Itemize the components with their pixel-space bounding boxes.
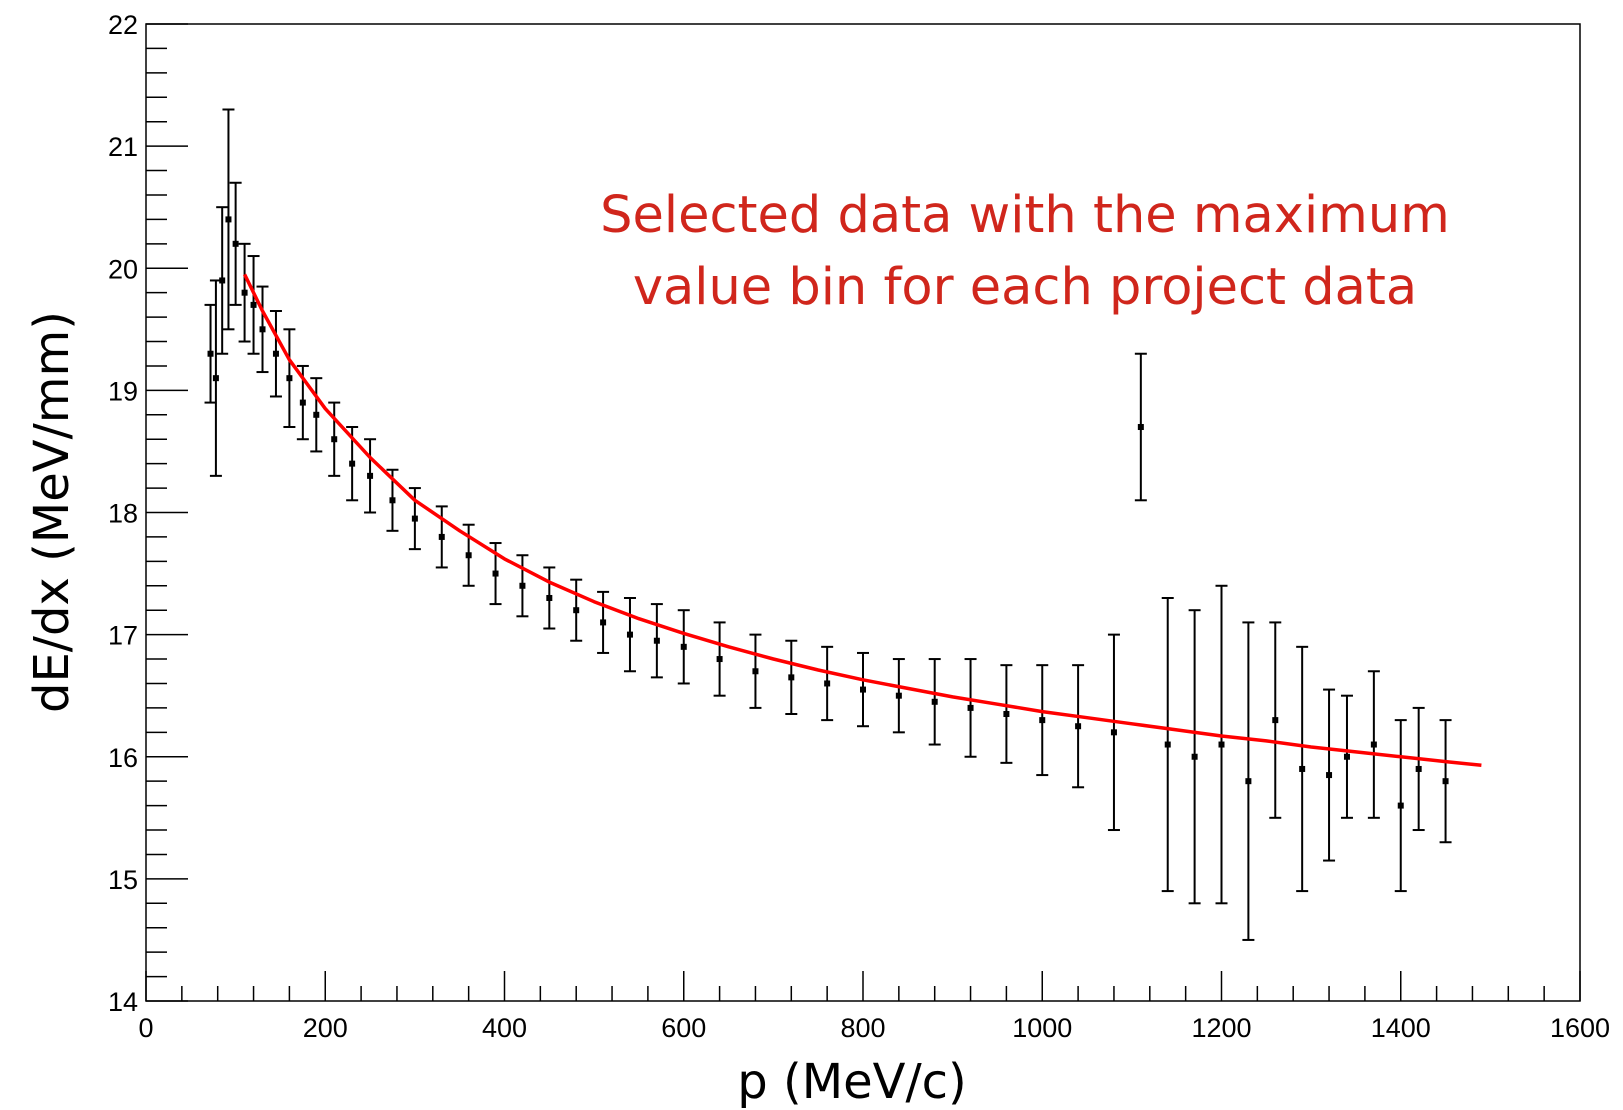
y-tick-label: 21 [108, 132, 138, 162]
data-point [465, 552, 472, 559]
data-point [680, 643, 687, 650]
x-tick-label: 400 [482, 1013, 527, 1043]
x-tick-label: 0 [138, 1013, 153, 1043]
axes-layer: 0 200 400 600 800 1000 1200 1400 1600 14 15 16 17 18 1… [108, 10, 1610, 1043]
data-point [349, 460, 356, 467]
data-point [250, 301, 257, 308]
data-point [286, 375, 293, 382]
y-tick-label: 14 [108, 987, 138, 1017]
data-point [299, 399, 306, 406]
data-point [1370, 741, 1377, 748]
y-tick-label: 17 [108, 621, 138, 651]
data-point [573, 607, 580, 614]
data-point [232, 240, 239, 247]
data-point [600, 619, 607, 626]
data-point [1442, 778, 1449, 785]
x-tick-label: 1000 [1012, 1013, 1072, 1043]
data-point [788, 674, 795, 681]
data-point [207, 350, 214, 357]
data-point [519, 582, 526, 589]
y-tick-label: 15 [108, 865, 138, 895]
x-tick-label: 1600 [1550, 1013, 1610, 1043]
annotation-line-2: value bin for each project data [633, 258, 1417, 317]
data-point [1218, 741, 1225, 748]
data-point [331, 436, 338, 443]
data-point [389, 497, 396, 504]
data-point [895, 692, 902, 699]
data-point [1191, 753, 1198, 760]
data-point [411, 515, 418, 522]
data-point [1299, 765, 1306, 772]
data-point [1326, 772, 1333, 779]
data-point [1003, 711, 1010, 718]
data-point [438, 533, 445, 540]
annotation-line-1: Selected data with the maximum [600, 186, 1450, 245]
x-tick-label: 600 [661, 1013, 706, 1043]
y-tick-label: 19 [108, 376, 138, 406]
data-point [1075, 723, 1082, 730]
data-point [546, 594, 553, 601]
data-point [860, 686, 866, 693]
data-point [716, 656, 723, 663]
data-point [1110, 729, 1117, 736]
data-point [653, 637, 660, 644]
data-point [313, 411, 320, 418]
data-point [241, 289, 248, 296]
x-tick-label: 1400 [1371, 1013, 1431, 1043]
data-point [1272, 717, 1279, 724]
data-point [225, 216, 232, 223]
data-point [1164, 741, 1171, 748]
data-point [1397, 802, 1404, 809]
data-point [931, 698, 938, 705]
data-point [492, 570, 499, 577]
plot-frame [145, 23, 1581, 1002]
data-point [367, 472, 374, 479]
x-tick-label: 1200 [1191, 1013, 1251, 1043]
data-point [1343, 753, 1350, 760]
y-tick-label: 20 [108, 254, 138, 284]
data-point [1415, 765, 1422, 772]
x-tick-label: 800 [840, 1013, 885, 1043]
y-tick-label: 18 [108, 499, 138, 529]
fit-layer [243, 273, 1482, 768]
y-tick-label: 16 [108, 743, 138, 773]
y-axis-title: dE/dx (MeV/mm) [24, 311, 80, 713]
data-point [272, 350, 279, 357]
data-point [1137, 424, 1144, 431]
y-tick-label: 22 [108, 10, 138, 40]
data-point [219, 277, 226, 284]
data-point [259, 326, 266, 333]
x-axis-title: p (MeV/c) [737, 1054, 967, 1110]
x-tick-label: 200 [303, 1013, 348, 1043]
data-point [1039, 717, 1046, 724]
data-point [967, 704, 974, 711]
fit-curve [243, 273, 1482, 768]
data-point [212, 375, 219, 382]
data-point [824, 680, 831, 687]
data-point [752, 668, 759, 675]
data-layer [204, 108, 1452, 941]
data-point [626, 631, 633, 638]
data-point [1245, 778, 1252, 785]
